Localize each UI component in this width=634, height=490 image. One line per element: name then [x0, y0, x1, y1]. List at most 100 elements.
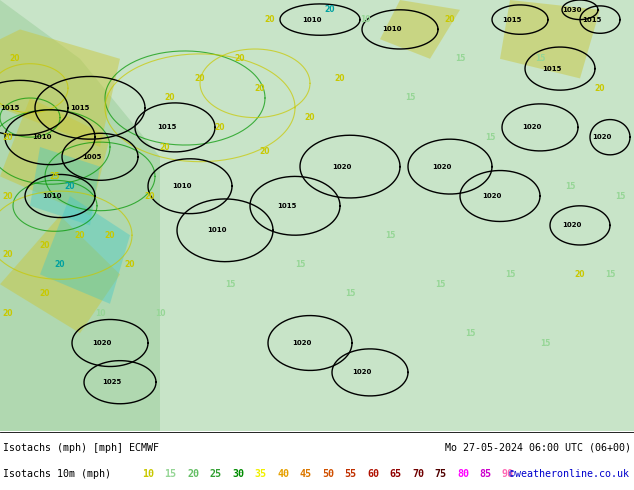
Polygon shape [500, 0, 600, 78]
Text: 15: 15 [385, 231, 395, 240]
Text: 75: 75 [434, 468, 446, 479]
Text: 20: 20 [265, 15, 275, 24]
Polygon shape [0, 29, 120, 147]
Text: 15: 15 [535, 54, 545, 63]
Text: 1020: 1020 [432, 164, 451, 170]
Text: ©weatheronline.co.uk: ©weatheronline.co.uk [509, 468, 629, 479]
Text: 20: 20 [160, 143, 171, 151]
Text: 65: 65 [389, 468, 401, 479]
Text: 10: 10 [94, 309, 105, 318]
Text: 1015: 1015 [582, 17, 602, 23]
Text: 1020: 1020 [522, 124, 541, 130]
Text: 1020: 1020 [482, 193, 501, 199]
Text: 55: 55 [344, 468, 356, 479]
Text: 45: 45 [299, 468, 311, 479]
Text: 20: 20 [125, 260, 135, 269]
Text: 1010: 1010 [32, 134, 52, 140]
Text: 25: 25 [50, 172, 60, 181]
Text: 1010: 1010 [172, 183, 191, 189]
Text: 20: 20 [595, 84, 605, 93]
Text: 1015: 1015 [157, 124, 177, 130]
Text: 15: 15 [295, 260, 305, 269]
Text: Isotachs 10m (mph): Isotachs 10m (mph) [3, 468, 111, 479]
Text: 20: 20 [215, 123, 225, 132]
Text: 20: 20 [187, 468, 199, 479]
Text: 20: 20 [145, 192, 155, 200]
Text: 15: 15 [505, 270, 515, 279]
Text: 90: 90 [502, 468, 514, 479]
Text: Mo 27-05-2024 06:00 UTC (06+00): Mo 27-05-2024 06:00 UTC (06+00) [445, 442, 631, 453]
Text: 1020: 1020 [93, 340, 112, 346]
Text: 20: 20 [195, 74, 205, 83]
Text: 15: 15 [405, 94, 415, 102]
Text: 40: 40 [277, 468, 289, 479]
Text: 15: 15 [465, 329, 476, 338]
Text: 50: 50 [322, 468, 334, 479]
Text: 1010: 1010 [382, 26, 402, 32]
Text: 20: 20 [325, 5, 335, 14]
Text: Isotachs (mph) [mph] ECMWF: Isotachs (mph) [mph] ECMWF [3, 442, 159, 453]
Text: 20: 20 [305, 113, 315, 122]
Text: 15: 15 [164, 468, 176, 479]
Text: 20: 20 [575, 270, 585, 279]
Polygon shape [0, 98, 110, 216]
Text: 20: 20 [335, 74, 346, 83]
Text: 70: 70 [412, 468, 424, 479]
Text: 30: 30 [232, 468, 244, 479]
Text: 1020: 1020 [562, 222, 581, 228]
Text: 15: 15 [345, 290, 355, 298]
Text: 1015: 1015 [542, 66, 562, 72]
Text: 1020: 1020 [292, 340, 312, 346]
Polygon shape [0, 0, 160, 431]
Text: 1005: 1005 [82, 154, 101, 160]
Text: 20: 20 [444, 15, 455, 24]
Text: 60: 60 [367, 468, 379, 479]
Text: 20: 20 [235, 54, 245, 63]
Text: 20: 20 [75, 231, 85, 240]
Text: 15: 15 [540, 339, 550, 347]
Text: 80: 80 [457, 468, 469, 479]
Text: 1010: 1010 [42, 193, 61, 199]
Polygon shape [40, 196, 130, 304]
Text: 1015: 1015 [0, 105, 20, 111]
Polygon shape [30, 147, 100, 225]
Text: 1025: 1025 [102, 379, 122, 385]
Text: 15: 15 [455, 54, 465, 63]
Text: 1020: 1020 [353, 369, 372, 375]
Text: 15: 15 [605, 270, 615, 279]
Text: 20: 20 [255, 84, 265, 93]
Text: 15: 15 [485, 133, 495, 142]
Text: 20: 20 [55, 260, 65, 269]
Text: 1030: 1030 [562, 7, 582, 13]
Text: 20: 20 [3, 192, 13, 200]
Text: 1020: 1020 [592, 134, 612, 140]
Text: 20: 20 [3, 250, 13, 259]
Text: 20: 20 [10, 54, 20, 63]
Text: 85: 85 [479, 468, 491, 479]
Text: 10: 10 [359, 15, 370, 24]
Text: 1015: 1015 [502, 17, 522, 23]
Text: 1020: 1020 [332, 164, 352, 170]
Text: 1015: 1015 [277, 203, 297, 209]
Text: 15: 15 [615, 192, 625, 200]
Text: 20: 20 [3, 133, 13, 142]
Text: 20: 20 [40, 290, 50, 298]
Text: 1010: 1010 [302, 17, 321, 23]
Text: 25: 25 [209, 468, 221, 479]
Text: 35: 35 [254, 468, 266, 479]
Text: 20: 20 [65, 182, 75, 191]
Text: 1015: 1015 [70, 105, 89, 111]
Text: 1010: 1010 [207, 227, 227, 233]
Text: 20: 20 [105, 231, 115, 240]
Text: 15: 15 [435, 280, 445, 289]
Polygon shape [0, 216, 120, 333]
Text: 20: 20 [40, 241, 50, 249]
Text: 10: 10 [142, 468, 154, 479]
Text: 20: 20 [165, 94, 175, 102]
Text: 15: 15 [225, 280, 235, 289]
Text: 15: 15 [565, 182, 575, 191]
Polygon shape [380, 0, 460, 59]
Text: 20: 20 [3, 309, 13, 318]
Text: 10: 10 [155, 309, 165, 318]
Text: 20: 20 [260, 147, 270, 156]
